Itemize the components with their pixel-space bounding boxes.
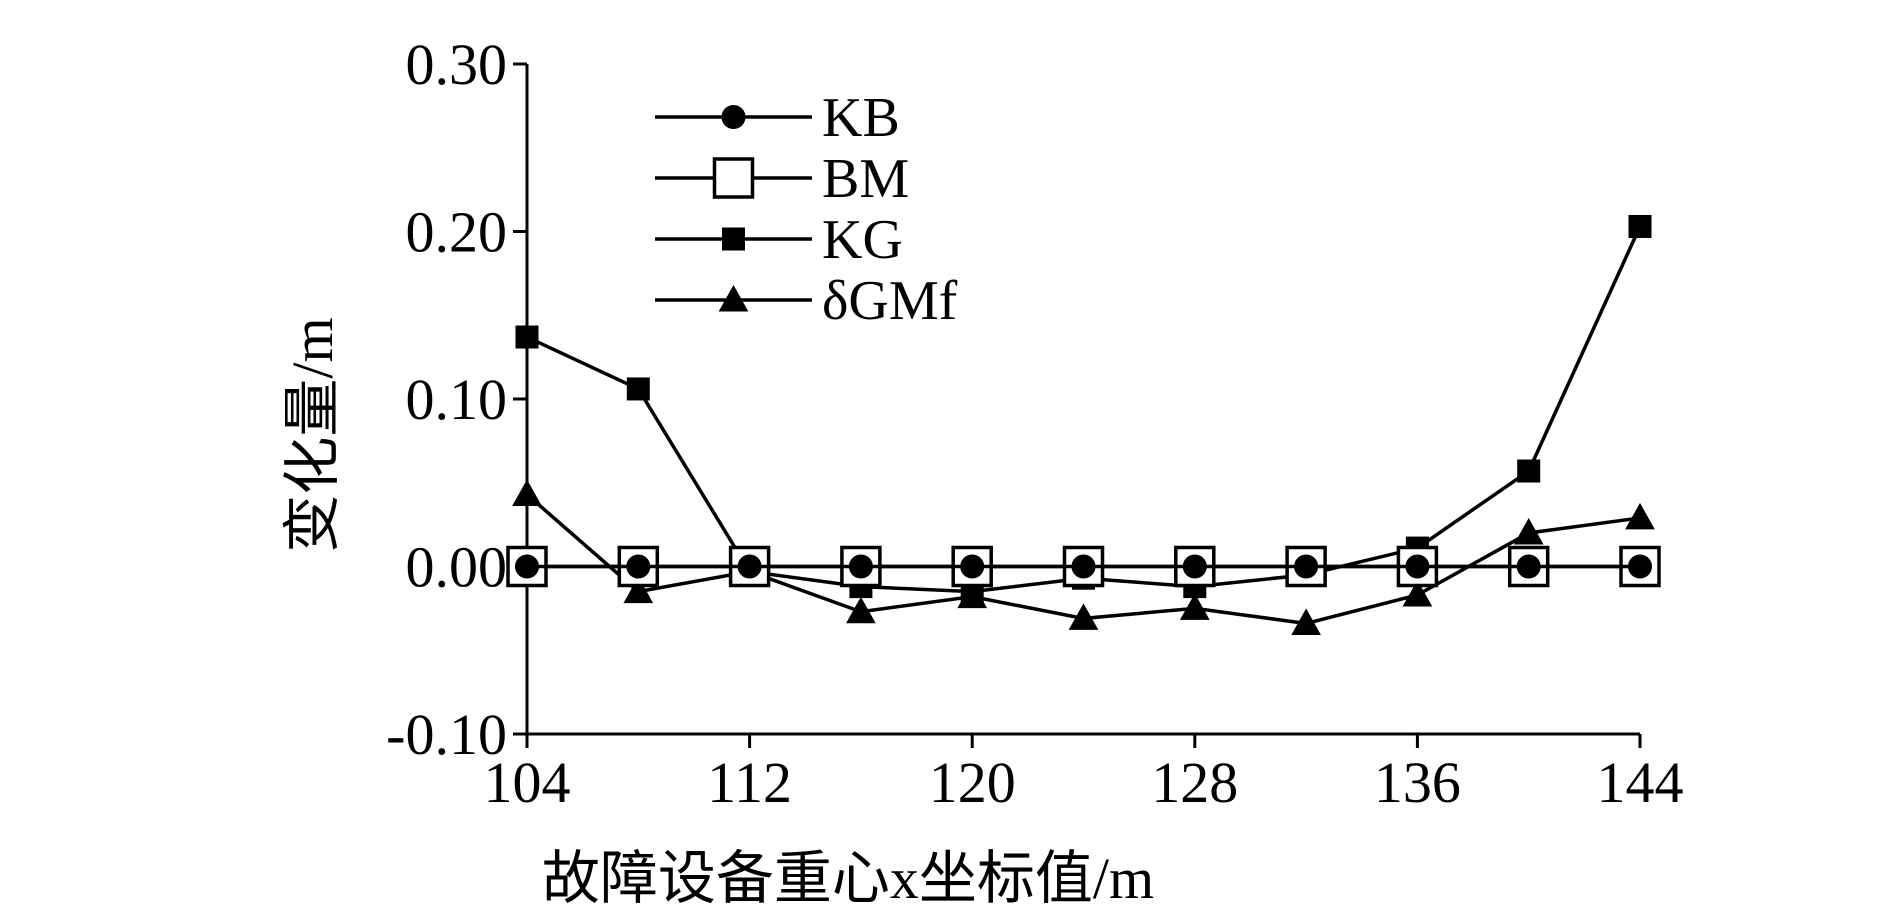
x-tick-label: 120 [929,750,1016,815]
data-point-gmf [512,479,542,506]
data-point-kb [626,554,651,579]
data-point-kb [515,554,539,579]
data-point-gmf [957,581,988,609]
y-tick-label: 0.00 [406,535,508,600]
legend-item: KB [655,87,900,149]
y-tick-label: 0.10 [406,367,508,432]
data-point-kg [1628,214,1652,238]
series-kb-group [515,554,1652,579]
series-gmf-group [512,479,1655,635]
y-axis-label: 变化量/m [280,317,345,552]
data-point-kb [1294,554,1319,579]
x-tick-label: 136 [1374,750,1461,815]
series-kg-group [515,214,1652,604]
data-point-kg [1517,459,1541,483]
legend-item: KG [655,209,903,271]
data-point-gmf [1179,593,1210,620]
legend-label: KB [822,87,900,149]
legend-label: δGMf [822,270,958,332]
data-point-gmf [623,576,654,604]
data-point-kb [1182,554,1207,579]
data-point-kb [1071,554,1096,579]
legend-item: BM [655,148,909,210]
data-point-gmf [1513,517,1544,545]
x-tick-label: 112 [707,750,792,815]
legend-marker [722,227,745,251]
y-tick-label: 0.20 [406,200,508,265]
data-point-gmf [1625,502,1655,530]
data-point-kb [1516,554,1541,579]
x-tick-label: 144 [1597,750,1684,815]
y-tick-label: 0.30 [406,32,508,97]
data-point-kb [848,554,873,579]
x-tick-label: 128 [1151,750,1238,815]
legend-marker [718,284,749,312]
data-point-kg [515,325,539,349]
series-line-kg [526,225,1642,594]
y-tick-label: -0.10 [386,702,507,767]
legend-label: BM [822,148,909,210]
data-point-kb [1405,554,1430,579]
x-tick-label: 104 [484,750,571,815]
legend-label: KG [822,209,903,271]
series-layer [506,214,1661,635]
legend-marker [712,157,755,199]
x-axis-label: 故障设备重心x坐标值/m [542,846,1154,911]
data-point-kb [737,554,762,579]
legend-marker [721,105,746,129]
data-point-gmf [1291,608,1321,635]
data-point-kg [626,377,650,401]
data-point-gmf [1068,603,1099,630]
data-point-kb [1628,554,1652,579]
data-point-gmf [846,596,876,624]
data-point-gmf [1402,579,1433,607]
legend-item: δGMf [655,270,958,332]
data-point-kb [960,554,985,579]
axes: -0.10 0.00 0.10 0.20 0.30 104 112 120 128 136 144 [386,32,1683,815]
